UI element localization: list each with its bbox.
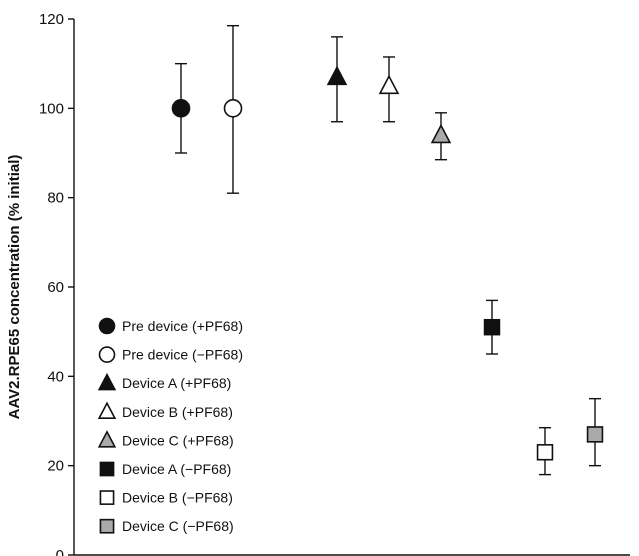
data-point-square [586,426,604,443]
legend-item: Device B (+PF68) [97,401,233,420]
y-tick-label: 80 [47,190,64,207]
legend-marker-square [99,461,115,477]
y-tick-label: 100 [39,100,64,117]
data-points [171,65,604,461]
legend-marker-circle [98,317,116,335]
legend-item: Device C (−PF68) [99,518,234,534]
y-axis-label: AAV2.RPE65 concentration (% initial) [6,155,23,420]
legend-item: Device B (−PF68) [99,490,233,506]
data-point-circle [223,99,243,118]
y-tick-label: 0 [56,547,64,556]
legend-label: Device C (−PF68) [122,518,234,534]
legend-marker-square [99,518,115,534]
legend-label: Device B (+PF68) [122,404,233,420]
legend-label: Device C (+PF68) [122,432,234,448]
legend-item: Pre device (−PF68) [98,346,243,363]
legend-marker-triangle [97,372,117,391]
data-point-square [483,318,501,336]
legend-marker-triangle [97,401,117,420]
legend-label: Device A (−PF68) [122,461,231,477]
data-point-triangle [430,123,452,144]
axes: 0 20 40 60 80 100 120 [39,11,630,556]
y-tick-label: 20 [47,458,64,475]
legend: Pre device (+PF68) Pre device (−PF68) Devi… [97,317,243,534]
data-point-triangle [378,74,400,95]
legend-item: Device A (−PF68) [99,461,231,477]
legend-item: Device C (+PF68) [97,430,234,448]
legend-label: Device A (+PF68) [122,375,231,391]
y-tick-label: 40 [47,368,64,385]
legend-label: Pre device (+PF68) [122,318,243,334]
legend-item: Device A (+PF68) [97,372,231,391]
y-tick-label: 60 [47,279,64,296]
data-point-square [536,444,554,461]
legend-marker-square [99,490,115,505]
legend-item: Pre device (+PF68) [98,317,243,335]
legend-label: Pre device (−PF68) [122,347,243,363]
legend-marker-circle [98,346,116,363]
data-point-circle [171,99,191,118]
data-point-triangle [326,65,348,86]
legend-marker-triangle [97,430,117,448]
legend-label: Device B (−PF68) [122,490,233,506]
y-tick-label: 120 [39,11,64,28]
